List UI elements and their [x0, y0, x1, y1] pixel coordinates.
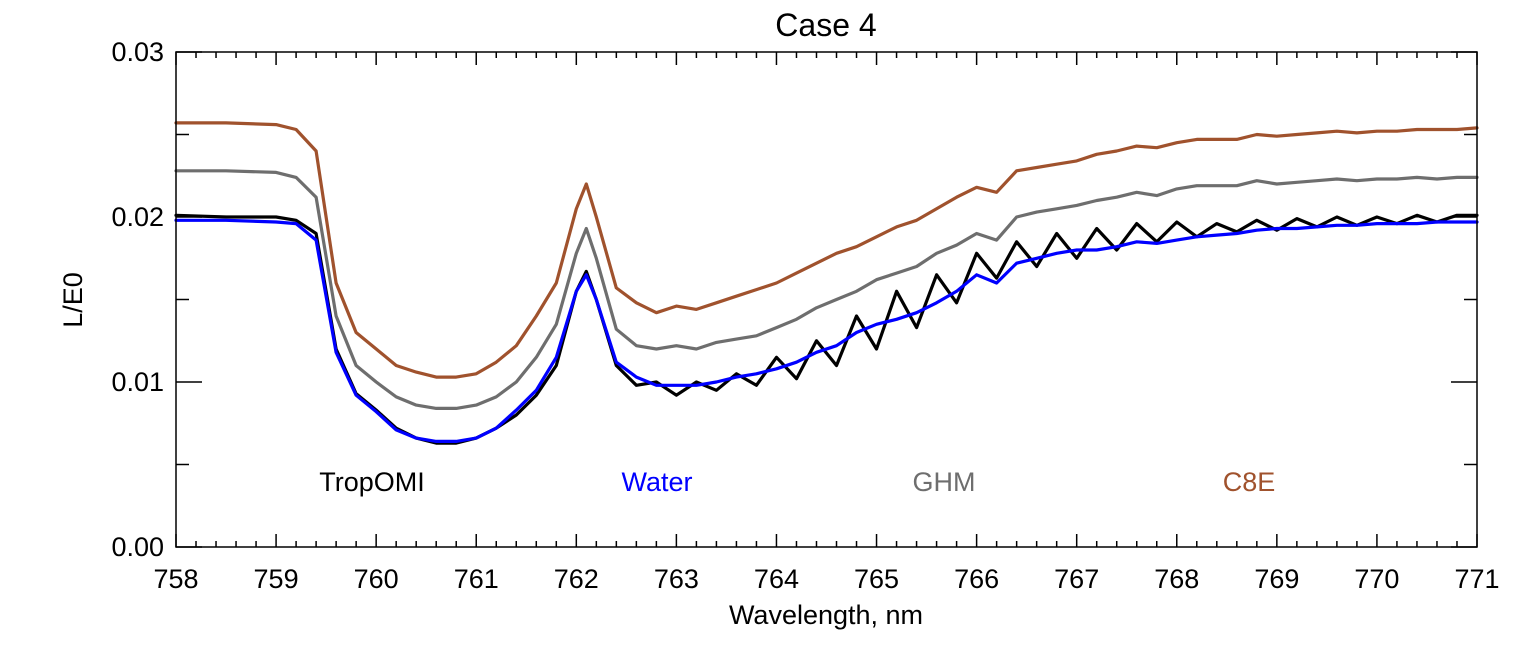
y-tick-label: 0.02	[111, 202, 164, 232]
legend-label-water: Water	[621, 467, 692, 497]
x-tick-label: 763	[654, 564, 699, 594]
x-tick-label: 766	[954, 564, 999, 594]
y-axis-label: L/E0	[58, 272, 88, 328]
series-line-c8e	[174, 121, 1479, 379]
x-tick-label: 759	[254, 564, 299, 594]
legend-label-tropomi: TropOMI	[319, 467, 425, 497]
x-tick-label: 769	[1254, 564, 1299, 594]
legend-label-c8e: C8E	[1223, 467, 1276, 497]
x-tick-label: 760	[354, 564, 399, 594]
legend-label-ghm: GHM	[913, 467, 976, 497]
x-tick-label: 762	[554, 564, 599, 594]
y-tick-label: 0.01	[111, 367, 164, 397]
x-tick-label: 768	[1154, 564, 1199, 594]
x-tick-label: 764	[754, 564, 799, 594]
series-layer	[174, 121, 1479, 445]
x-tick-label: 761	[454, 564, 499, 594]
legend: TropOMI Water GHM C8E	[319, 467, 1275, 497]
y-tick-label: 0.03	[111, 37, 164, 67]
x-tick-label: 771	[1454, 564, 1499, 594]
x-tick-label: 758	[153, 564, 198, 594]
x-tick-label: 770	[1354, 564, 1399, 594]
chart-title: Case 4	[775, 7, 876, 43]
series-line-ghm	[174, 169, 1479, 410]
axes-layer: 758 759 760 761 762 763 764 765 766 767 768 769 770 7…	[111, 37, 1499, 594]
y-tick-label: 0.00	[111, 532, 164, 562]
x-axis-label: Wavelength, nm	[729, 600, 923, 630]
x-tick-label: 767	[1054, 564, 1099, 594]
x-tick-label: 765	[854, 564, 899, 594]
series-line-water	[174, 218, 1479, 443]
